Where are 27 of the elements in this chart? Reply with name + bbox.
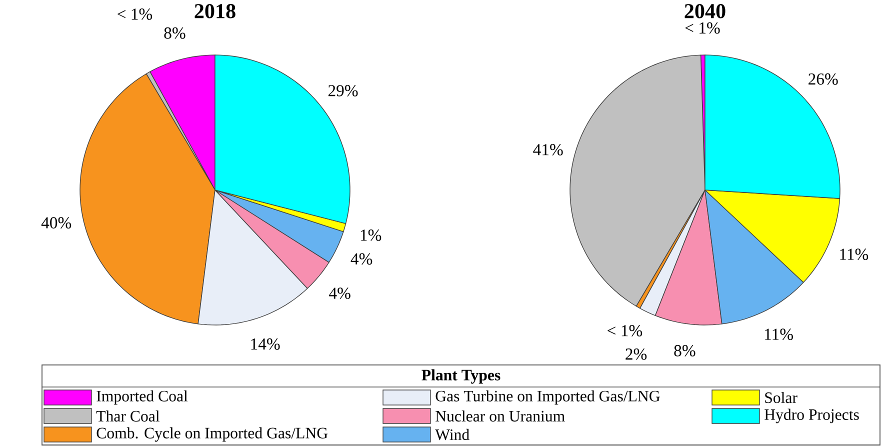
data-label: 8% [674,345,696,356]
data-label: 4% [350,253,372,265]
legend-label: Hydro Projects [764,408,859,424]
legend-label: Wind [435,428,470,440]
legend-label: Comb. Cycle on Imported Gas/LNG [96,427,328,442]
legend-label: Thar Coal [96,410,160,422]
data-label: 2% [626,348,647,360]
legend-label: Solar [765,392,798,404]
data-label: 8% [164,27,186,39]
legend-label: Nuclear on Uranium [436,410,565,422]
legend-title: Plant Types [422,369,500,384]
chart-title: 2018 [194,4,236,18]
data-label: 26% [808,73,838,85]
legend-label: Imported Coal [96,390,188,405]
data-label: 29% [328,85,358,96]
chart-title: 2040 [684,4,726,18]
legend-label: Gas Turbine on Imported Gas/LNG [436,390,660,405]
data-label: < 1% [685,22,720,34]
data-label: 4% [329,288,350,299]
data-label: 40% [41,217,72,229]
data-label: 11% [840,248,868,260]
data-label: 11% [765,328,793,340]
data-label: 1% [360,230,382,241]
data-label: 41% [533,144,563,156]
data-label: < 1% [118,8,152,20]
data-label: 14% [251,338,280,350]
data-label: < 1% [608,325,642,336]
